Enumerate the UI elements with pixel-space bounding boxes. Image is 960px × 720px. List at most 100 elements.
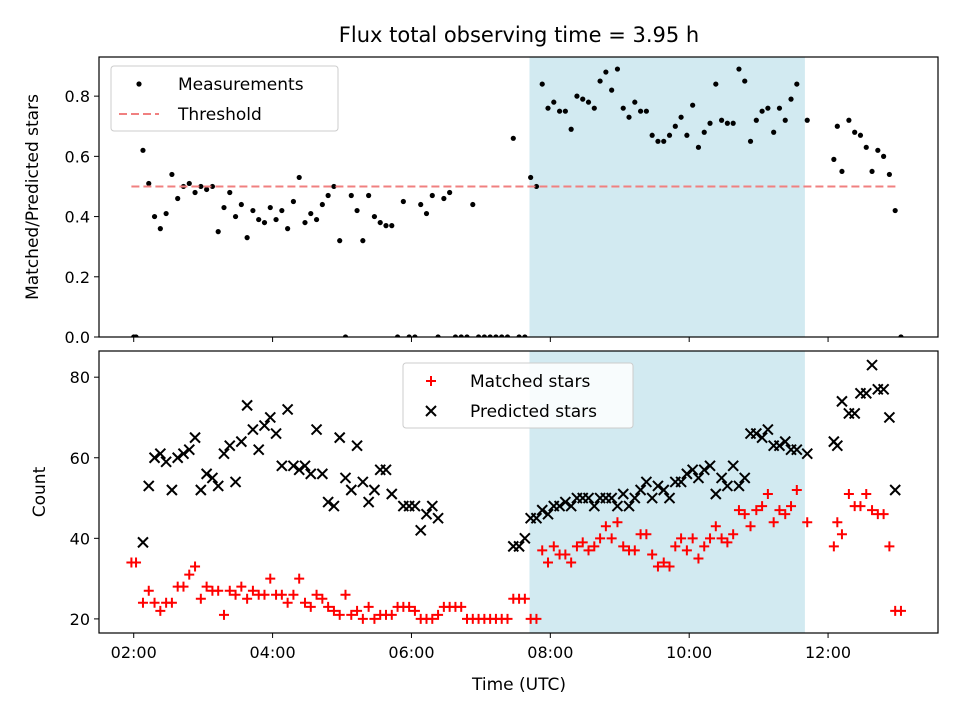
predicted-point	[756, 431, 768, 444]
measurement-point	[603, 69, 609, 75]
matched-point	[843, 489, 854, 500]
matched-point	[433, 609, 444, 620]
matched-point	[137, 597, 148, 608]
predicted-point	[183, 443, 195, 456]
predicted-point	[177, 448, 190, 460]
predicted-point	[270, 427, 282, 440]
matched-point	[618, 541, 629, 552]
x-tick-label: 12:00	[805, 643, 851, 662]
measurement-point	[643, 108, 649, 114]
measurement-point	[441, 195, 447, 202]
predicted-point	[721, 480, 734, 492]
predicted-point	[704, 460, 716, 472]
matched-point	[317, 593, 328, 604]
predicted-point	[229, 476, 242, 488]
matched-point	[832, 517, 843, 528]
measurement-point	[157, 226, 163, 232]
predicted-point	[530, 512, 543, 524]
predicted-point	[310, 423, 323, 436]
predicted-point	[189, 431, 201, 444]
y-tick-label: 60	[70, 449, 90, 468]
matched-point	[543, 557, 554, 568]
legend-box	[110, 65, 339, 132]
matched-point	[629, 545, 640, 556]
predicted-point	[166, 484, 178, 496]
matched-point	[282, 597, 293, 608]
matched-point	[739, 509, 750, 520]
measurement-point	[713, 81, 719, 87]
data-layer	[131, 66, 904, 337]
predicted-point	[553, 500, 566, 512]
measurement-point	[736, 66, 742, 72]
matched-point	[670, 541, 681, 552]
legend-marker-measurements	[136, 81, 142, 87]
measurement-point	[637, 108, 644, 114]
predicted-point	[339, 472, 352, 484]
measurement-point	[337, 238, 343, 244]
predicted-point	[241, 399, 253, 412]
predicted-point	[409, 500, 421, 512]
matched-point	[294, 573, 305, 584]
predicted-point	[658, 484, 670, 496]
matched-point	[409, 605, 420, 616]
measurement-point	[730, 120, 736, 126]
measurement-point	[776, 105, 783, 111]
predicted-point	[611, 500, 624, 512]
measurement-point	[788, 96, 794, 102]
measurement-point	[423, 210, 430, 217]
predicted-point	[148, 452, 161, 464]
matched-point	[705, 533, 716, 544]
legend: Matched stars Predicted stars	[402, 362, 634, 429]
measurement-point	[175, 195, 181, 202]
predicted-point	[831, 439, 844, 452]
matched-point	[456, 601, 467, 612]
measurement-point	[597, 78, 603, 84]
measurement-point	[493, 334, 499, 337]
predicted-point	[252, 443, 265, 456]
predicted-point	[883, 411, 896, 424]
measurement-point	[227, 189, 233, 196]
predicted-point	[710, 488, 722, 500]
predicted-point	[351, 439, 363, 452]
x-tick-label: 06:00	[388, 643, 434, 662]
measurement-point	[475, 334, 482, 337]
measurement-point	[238, 201, 244, 208]
measurement-point	[510, 135, 516, 141]
measurement-point	[481, 334, 487, 337]
measurement-point	[568, 126, 574, 132]
measurement-point	[684, 132, 690, 138]
predicted-point	[432, 512, 444, 524]
predicted-point	[362, 496, 375, 508]
predicted-point	[582, 492, 595, 504]
y-tick-label: 0.0	[65, 328, 90, 347]
matched-point	[855, 501, 866, 512]
measurement-point	[898, 334, 904, 337]
measurement-point	[759, 108, 765, 114]
matched-point	[218, 609, 229, 620]
matched-point	[328, 605, 339, 616]
measurement-point	[394, 334, 401, 337]
measurement-point	[209, 183, 216, 190]
measurement-point	[406, 334, 412, 337]
measurement-point	[857, 132, 864, 138]
observing-span	[529, 57, 805, 337]
predicted-point	[426, 500, 438, 512]
matched-point	[566, 557, 577, 568]
measurement-point	[661, 138, 667, 144]
matched-point	[745, 521, 756, 532]
matched-point	[647, 549, 658, 560]
measurement-point	[273, 216, 279, 223]
matched-point	[786, 501, 797, 512]
matched-point	[762, 489, 773, 500]
predicted-point	[739, 472, 751, 484]
matched-point	[369, 613, 380, 624]
predicted-point	[698, 464, 710, 476]
predicted-point	[420, 508, 433, 520]
measurement-point	[620, 105, 626, 111]
measurement-point	[470, 201, 476, 208]
measurement-point	[649, 132, 655, 138]
measurement-point	[574, 93, 580, 99]
y-tick-label: 80	[70, 368, 90, 387]
measurement-point	[487, 334, 493, 337]
predicted-point	[316, 468, 329, 480]
